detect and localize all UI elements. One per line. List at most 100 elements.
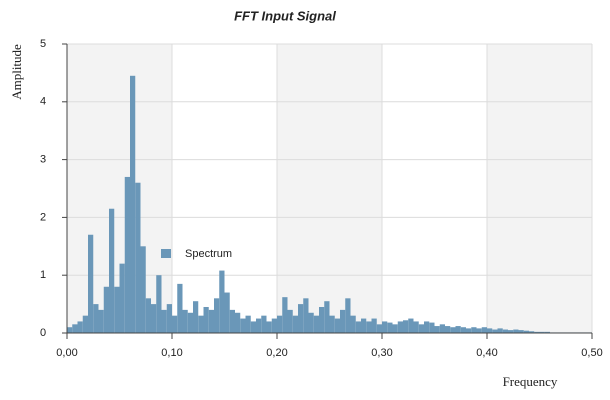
bar — [266, 321, 272, 333]
bar — [371, 318, 377, 333]
y-axis-label: Amplitude — [9, 44, 24, 100]
bar — [135, 182, 141, 333]
bar — [382, 321, 388, 333]
bar — [324, 301, 330, 333]
bar — [481, 327, 487, 333]
bar — [130, 75, 136, 333]
bar — [82, 315, 88, 333]
bar — [187, 312, 193, 333]
bar — [392, 324, 398, 333]
bar — [376, 324, 382, 333]
bar — [418, 324, 424, 333]
bar — [109, 208, 115, 333]
x-axis-label: Frequency — [503, 374, 558, 389]
bar — [466, 328, 472, 333]
bar — [140, 246, 146, 333]
bar — [88, 234, 94, 333]
bar — [287, 309, 293, 333]
bar — [119, 263, 125, 333]
bar — [250, 321, 256, 333]
bar — [350, 315, 356, 333]
chart-title: FFT Input Signal — [234, 8, 336, 23]
bar — [303, 298, 309, 333]
bar — [460, 327, 466, 333]
bar — [151, 304, 157, 333]
bar — [497, 328, 503, 333]
bar — [313, 315, 319, 333]
bar — [455, 326, 461, 333]
bar — [308, 312, 314, 333]
x-tick-label: 0,40 — [476, 347, 497, 359]
bar — [282, 297, 288, 333]
bar — [397, 321, 403, 333]
bar — [345, 298, 351, 333]
bar — [387, 322, 393, 333]
x-tick-label: 0,20 — [266, 347, 287, 359]
bar — [487, 328, 493, 333]
bar — [518, 330, 524, 333]
bar — [539, 331, 545, 333]
bar — [224, 292, 230, 333]
bar — [429, 322, 435, 333]
bar — [214, 298, 220, 333]
bar — [166, 304, 172, 333]
y-tick-label: 5 — [40, 38, 46, 50]
bar — [124, 176, 130, 333]
x-tick-label: 0,00 — [56, 347, 77, 359]
bar — [277, 315, 283, 333]
bar — [172, 315, 178, 333]
bar — [256, 318, 262, 333]
bar — [145, 298, 151, 333]
bar — [245, 315, 251, 333]
bar — [408, 318, 414, 333]
bar — [114, 286, 120, 333]
bar — [523, 330, 529, 333]
bar — [240, 318, 246, 333]
x-tick-label: 0,10 — [161, 347, 182, 359]
bar — [319, 306, 325, 333]
bar — [439, 324, 445, 333]
bar — [298, 304, 304, 333]
bar — [156, 275, 162, 333]
bar — [198, 315, 204, 333]
bar — [471, 327, 477, 333]
y-tick-label: 3 — [40, 154, 46, 166]
x-tick-label: 0,50 — [581, 347, 602, 359]
bar — [271, 318, 277, 333]
bar — [492, 329, 498, 333]
bar — [219, 270, 225, 333]
bar — [529, 331, 535, 333]
bar — [177, 283, 183, 333]
bar — [261, 315, 267, 333]
x-tick-label: 0,30 — [371, 347, 392, 359]
plot-band — [277, 44, 382, 333]
bar — [229, 309, 235, 333]
bar — [235, 312, 241, 333]
legend-label: Spectrum — [185, 248, 232, 260]
y-tick-label: 4 — [40, 96, 46, 108]
bar — [67, 327, 73, 333]
bar — [424, 321, 430, 333]
bar — [434, 326, 440, 333]
bar — [72, 324, 78, 333]
bar — [208, 309, 214, 333]
bar — [93, 304, 99, 333]
legend-swatch — [161, 249, 171, 258]
y-tick-label: 2 — [40, 211, 46, 223]
plot-band — [487, 44, 592, 333]
bar — [340, 309, 346, 333]
bar — [334, 318, 340, 333]
bar — [182, 309, 188, 333]
bar — [445, 326, 451, 333]
bar — [476, 328, 482, 333]
y-tick-label: 1 — [40, 269, 46, 281]
bar — [292, 315, 298, 333]
bar — [355, 321, 361, 333]
y-tick-label: 0 — [40, 327, 46, 339]
bar — [77, 321, 83, 333]
bar — [513, 329, 519, 333]
bar — [450, 327, 456, 333]
bar — [403, 320, 409, 333]
